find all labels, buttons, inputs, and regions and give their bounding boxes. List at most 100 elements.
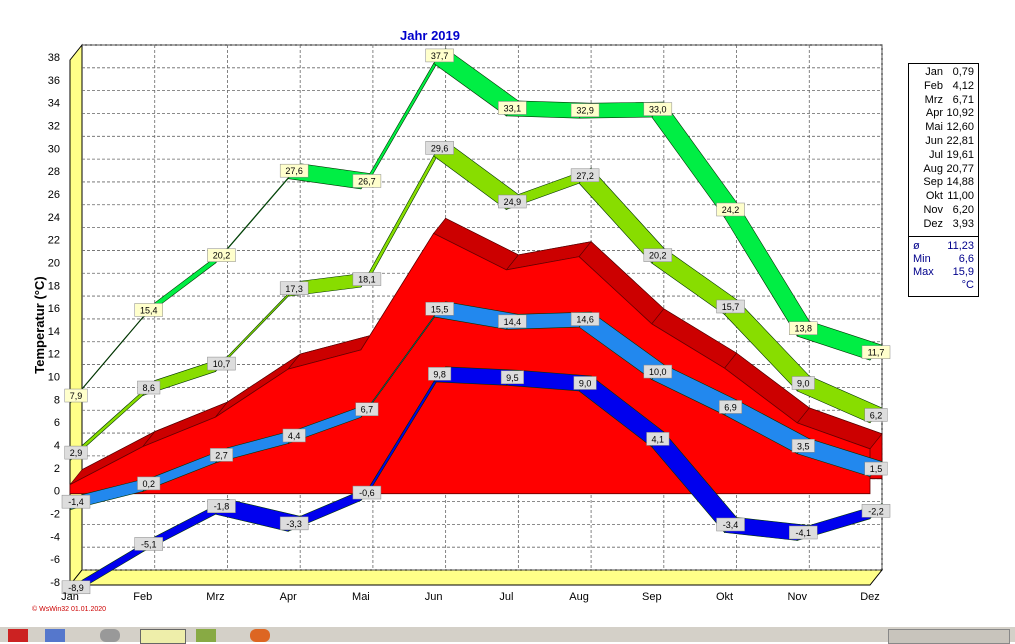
y-tick-label: 28	[48, 166, 60, 178]
month-row: Aug 20,77	[909, 163, 978, 177]
data-label-box	[500, 370, 524, 385]
data-label-box	[279, 163, 309, 178]
globe-icon[interactable]	[250, 629, 270, 642]
month-value: 4,12	[952, 79, 974, 92]
data-label: 3,5	[797, 441, 810, 451]
weather-icon[interactable]	[140, 629, 186, 644]
y-tick-labels: -8-6-4-202468101214161820222426283032343…	[48, 52, 60, 589]
data-label-box	[498, 314, 527, 329]
data-label-box	[864, 461, 888, 476]
data-label: 24,9	[504, 197, 522, 207]
month-label: Mrz	[924, 93, 943, 106]
x-tick-label: Sep	[642, 591, 662, 603]
data-label: 26,7	[358, 176, 376, 186]
month-row: Dez 3,93	[909, 218, 978, 232]
data-label-box	[861, 504, 891, 518]
y-tick-label: 0	[54, 486, 60, 498]
y-tick-label: 8	[54, 394, 60, 406]
data-label: -2,2	[868, 506, 884, 516]
x-tick-label: Mai	[352, 591, 370, 603]
mean-area-front	[69, 232, 871, 495]
data-label: 9,8	[433, 369, 446, 379]
data-label-box	[719, 400, 743, 414]
data-label-box	[498, 101, 527, 115]
unit-label: °C	[961, 278, 974, 291]
data-label-box	[279, 281, 309, 295]
month-row: Okt 11,00	[909, 190, 978, 204]
y-tick-label: 36	[48, 75, 60, 87]
data-label-box	[789, 321, 818, 335]
month-label: Aug	[923, 162, 943, 175]
avg-value: 11,23	[947, 239, 974, 252]
x-tick-label: Jun	[425, 591, 443, 603]
monthly-mean-table: Jan 0,79 Feb 4,12 Mrz 6,71 Apr 10,92 Mai 12,60 Jun…	[908, 63, 979, 297]
table-separator	[909, 235, 978, 237]
data-label: 10,7	[213, 359, 231, 369]
gear-icon[interactable]	[100, 629, 120, 642]
y-tick-label: 6	[54, 417, 60, 429]
min-value: 6,6	[958, 252, 974, 265]
data-label-box	[137, 380, 161, 395]
x-tick-labels: Jan Feb Mrz Apr Mai Jun Jul Aug Sep Okt Nov Dez	[61, 591, 880, 603]
data-label-box	[643, 364, 673, 379]
y-tick-label: 14	[48, 326, 60, 338]
data-label-box	[425, 48, 454, 63]
y-tick-label: -4	[50, 531, 60, 543]
y-tick-label: 12	[48, 349, 60, 361]
month-value: 0,79	[952, 66, 974, 78]
data-label-box	[570, 168, 600, 183]
plot-floor	[68, 569, 884, 586]
month-label: Jul	[928, 148, 943, 161]
max-label: Max	[913, 265, 934, 278]
month-value: 14,88	[946, 176, 974, 189]
month-row: Jun 22,81	[909, 135, 978, 149]
month-label: Sep	[923, 176, 943, 189]
data-label: 27,2	[576, 171, 594, 181]
data-label-box	[279, 516, 309, 531]
data-label: 9,0	[579, 378, 592, 388]
data-label: 2,7	[215, 450, 228, 460]
data-label: -1,4	[68, 497, 84, 507]
data-label-box	[716, 517, 745, 532]
y-axis-label: Temperatur (°C)	[32, 276, 47, 373]
data-label-box	[643, 102, 673, 116]
min-row: Min 6,6	[909, 253, 978, 266]
month-row: Mai 12,60	[909, 121, 978, 135]
data-label: -4,1	[796, 528, 812, 538]
data-label: 9,0	[797, 378, 810, 388]
data-label: 7,9	[70, 391, 83, 401]
chart-icon[interactable]	[196, 629, 216, 642]
data-label: -5,1	[141, 539, 157, 549]
y-tick-label: -8	[50, 577, 60, 589]
x-tick-label: Aug	[569, 591, 589, 603]
folder-icon[interactable]	[45, 629, 65, 642]
x-tick-label: Nov	[787, 591, 807, 603]
data-label-box	[282, 428, 306, 443]
window-icon[interactable]	[888, 629, 1010, 644]
x-tick-label: Mrz	[206, 591, 224, 603]
data-label-box	[498, 194, 527, 209]
data-label: 37,7	[431, 51, 449, 61]
avg-label: ø	[913, 239, 920, 252]
data-label-box	[352, 485, 382, 500]
data-label-box	[425, 302, 454, 316]
month-row: Jul 19,61	[909, 149, 978, 163]
red-app-icon[interactable]	[8, 629, 28, 642]
month-label: Jun	[925, 134, 943, 147]
y-tick-label: 34	[48, 98, 60, 110]
data-label: 9,5	[506, 373, 519, 383]
month-value: 20,77	[946, 162, 974, 175]
data-label-box	[791, 376, 815, 390]
chart-title: Jahr 2019	[400, 28, 460, 43]
data-label-box	[134, 303, 163, 317]
month-label: Nov	[923, 203, 943, 216]
data-label: -0,6	[359, 488, 375, 498]
data-label: 29,6	[431, 143, 449, 153]
y-tick-label: 10	[48, 372, 60, 384]
y-tick-label: 30	[48, 143, 60, 155]
month-row: Mrz 6,71	[909, 94, 978, 108]
max-value: 15,9	[952, 265, 974, 278]
data-label: 18,1	[358, 275, 376, 285]
month-value: 6,71	[952, 93, 974, 106]
data-label-box	[64, 388, 88, 403]
